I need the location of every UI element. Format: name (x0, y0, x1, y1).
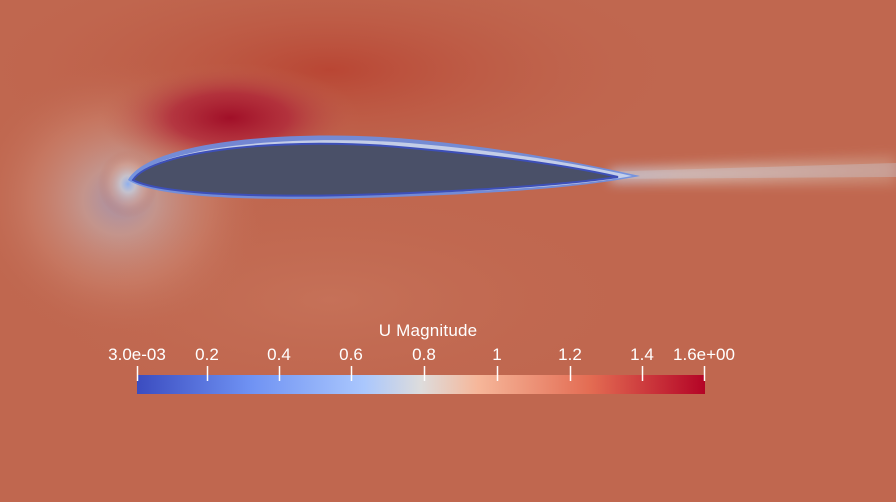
colorbar-tick-label: 1.6e+00 (673, 345, 735, 364)
colorbar-tick-label: 0.8 (412, 345, 436, 364)
colorbar-tick-label: 0.6 (339, 345, 363, 364)
colorbar-title: U Magnitude (378, 321, 478, 340)
colorbar-tick-label: 1.2 (558, 345, 582, 364)
colorbar-tick-label: 3.0e-03 (108, 345, 166, 364)
colorbar (136, 366, 706, 394)
colorbar-tick-label: 0.2 (195, 345, 219, 364)
colorbar-tick-label: 1.4 (630, 345, 654, 364)
colorbar-tick-label: 0.4 (267, 345, 291, 364)
airfoil-shape (131, 142, 619, 197)
colorbar-tick-label: 1 (492, 345, 502, 364)
